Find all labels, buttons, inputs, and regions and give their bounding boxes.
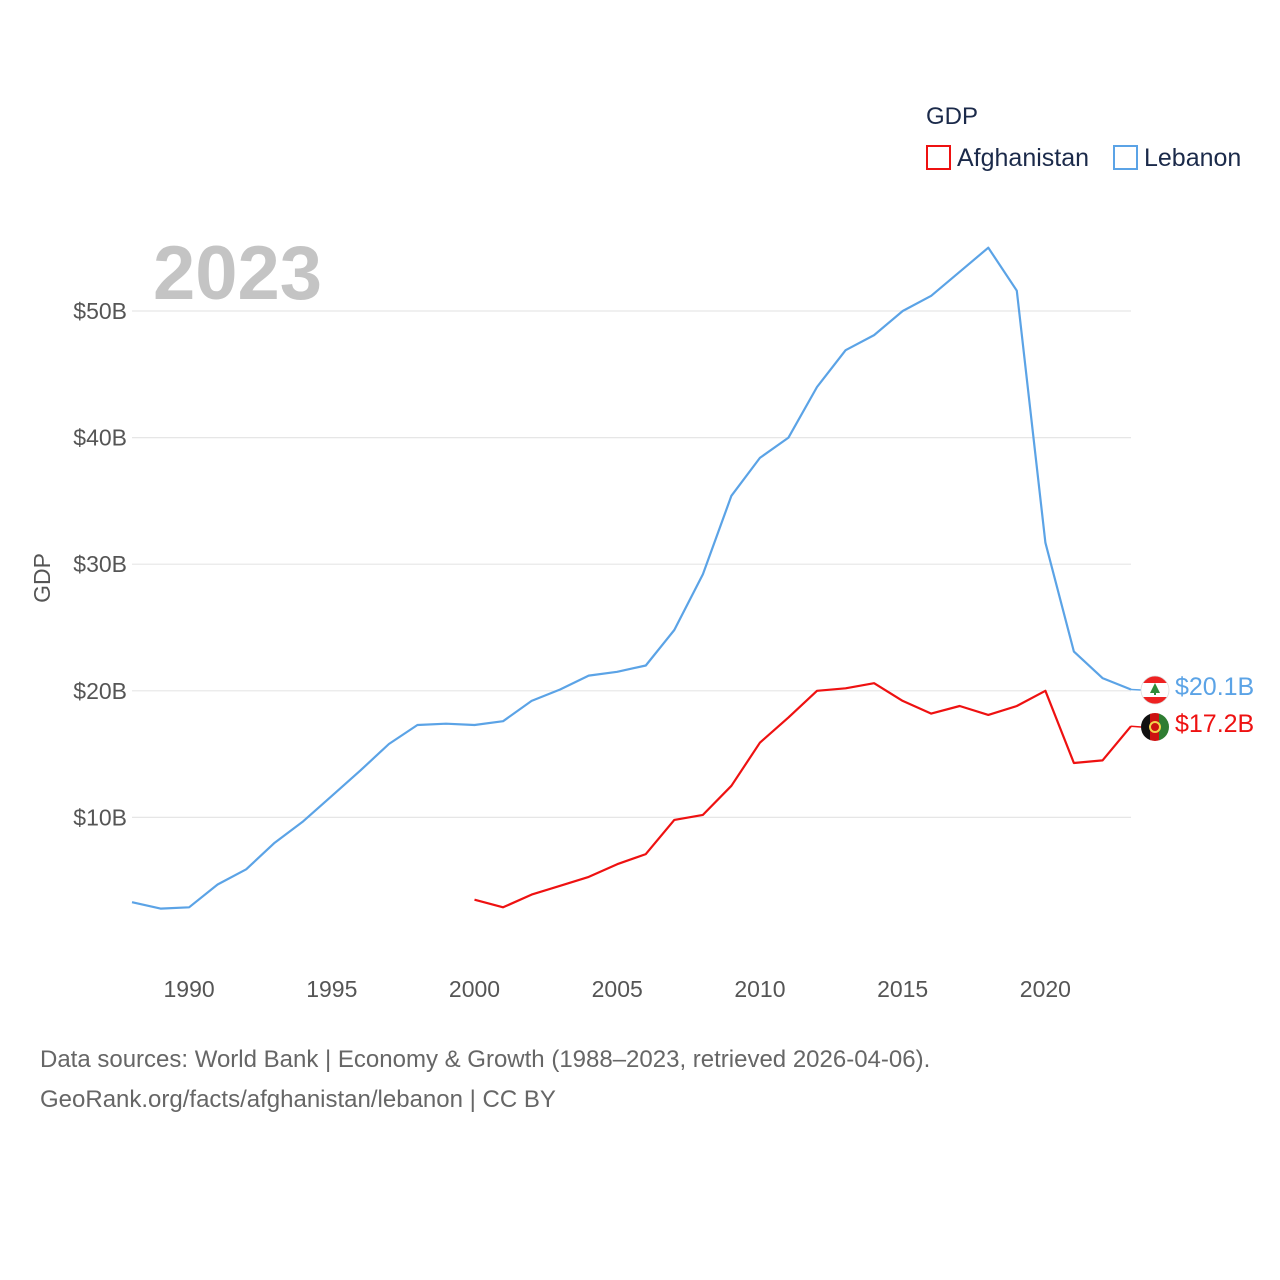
- legend-label-lebanon: Lebanon: [1144, 144, 1241, 172]
- gridlines: [132, 310, 1131, 819]
- legend: GDP Afghanistan Lebanon: [926, 103, 1241, 172]
- legend-title: GDP: [926, 103, 978, 130]
- afghanistan-flag-icon: [1141, 713, 1169, 741]
- legend-item-afghanistan[interactable]: Afghanistan: [926, 144, 1089, 172]
- y-tick-label: $50B: [73, 298, 127, 324]
- x-tick-label: 2010: [734, 976, 785, 1002]
- y-axis-ticks: $10B $20B $30B $40B $50B: [73, 298, 127, 830]
- lebanon-flag-icon: [1141, 676, 1169, 704]
- legend-label-afghanistan: Afghanistan: [957, 144, 1089, 172]
- x-tick-label: 1995: [306, 976, 357, 1002]
- x-tick-label: 2015: [877, 976, 928, 1002]
- end-connector-afghanistan: [1130, 725, 1142, 728]
- series-line-lebanon: [131, 246, 1132, 910]
- end-label-afghanistan: $17.2B: [1175, 710, 1254, 738]
- y-axis-title: GDP: [29, 553, 55, 603]
- source-footer: Data sources: World Bank | Economy & Gro…: [40, 1040, 930, 1120]
- legend-item-lebanon[interactable]: Lebanon: [1113, 144, 1241, 172]
- x-tick-label: 1990: [163, 976, 214, 1002]
- y-tick-label: $10B: [73, 804, 127, 830]
- series-line-afghanistan: [474, 682, 1132, 909]
- x-tick-label: 2000: [449, 976, 500, 1002]
- legend-swatch-lebanon: [1113, 145, 1138, 170]
- y-tick-label: $30B: [73, 551, 127, 577]
- source-line: Data sources: World Bank | Economy & Gro…: [40, 1046, 931, 1073]
- license-line[interactable]: GeoRank.org/facts/afghanistan/lebanon | …: [40, 1086, 556, 1113]
- x-tick-label: 2020: [1020, 976, 1071, 1002]
- x-tick-label: 2005: [592, 976, 643, 1002]
- y-tick-label: $20B: [73, 678, 127, 704]
- y-tick-label: $40B: [73, 425, 127, 451]
- lebanon-flag-ring: [1140, 675, 1170, 705]
- legend-swatch-afghanistan: [926, 145, 951, 170]
- end-label-lebanon: $20.1B: [1175, 673, 1254, 701]
- current-year-label: 2023: [153, 231, 322, 316]
- series-lines: [131, 246, 1142, 910]
- x-axis-ticks: 1990 1995 2000 2005 2010 2015 2020: [163, 976, 1070, 1002]
